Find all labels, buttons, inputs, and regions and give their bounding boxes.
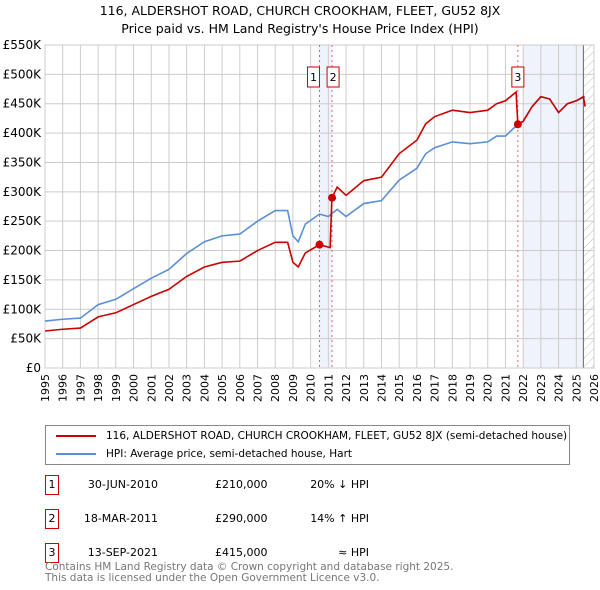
x-tick-label: 2005 bbox=[216, 374, 229, 402]
x-tick-label: 2010 bbox=[305, 374, 318, 402]
x-tick-label: 2013 bbox=[358, 374, 371, 402]
x-tick-label: 1998 bbox=[92, 374, 105, 402]
legend-hpi: HPI: Average price, semi-detached house,… bbox=[106, 448, 352, 460]
sale-point-3 bbox=[513, 120, 522, 129]
x-tick-label: 2026 bbox=[588, 374, 600, 402]
x-tick-label: 2009 bbox=[287, 374, 300, 402]
sale-label-box bbox=[511, 66, 525, 88]
x-tick-label: 1996 bbox=[57, 374, 70, 402]
hatch-future bbox=[583, 45, 594, 368]
price-chart: 1995 1996 1997 1998 1999 2000 2001 2002 2003 2004… bbox=[3, 38, 600, 402]
shade-sales-1-2 bbox=[319, 45, 333, 368]
hpi-line bbox=[44, 95, 586, 322]
footer: Contains HM Land Registry data © Crown c… bbox=[45, 562, 453, 584]
x-tick-label: 2017 bbox=[429, 374, 442, 402]
x-tick-label: 2011 bbox=[322, 374, 335, 402]
x-tick-label: 2025 bbox=[570, 374, 583, 402]
x-tick-label: 2016 bbox=[411, 374, 424, 402]
x-tick-label: 2018 bbox=[446, 374, 459, 402]
y-tick-label: £200K bbox=[3, 244, 43, 258]
sale-price: £290,000 bbox=[215, 512, 268, 525]
shade-recent bbox=[523, 45, 584, 368]
x-tick-label: 2024 bbox=[553, 374, 566, 402]
x-tick-label: 2008 bbox=[269, 374, 282, 402]
x-tick-label: 1995 bbox=[39, 374, 52, 402]
sale-price: £210,000 bbox=[215, 478, 268, 491]
x-tick-label: 2002 bbox=[163, 374, 176, 402]
chart-subtitle: Price paid vs. HM Land Registry's House … bbox=[121, 21, 479, 36]
sale-number: 3 bbox=[45, 543, 59, 563]
sale-hpi-diff: 14% ↑ HPI bbox=[310, 512, 369, 525]
sale-point-1 bbox=[315, 240, 324, 249]
sale-date: 18-MAR-2011 bbox=[83, 512, 158, 525]
legend-swatch-property bbox=[56, 435, 96, 437]
x-tick-label: 1999 bbox=[110, 374, 123, 402]
sale-number: 2 bbox=[45, 509, 59, 529]
x-tick-label: 2007 bbox=[252, 374, 265, 402]
footer-licence: This data is licensed under the Open Gov… bbox=[45, 572, 380, 584]
sale-hpi-diff: 20% ↓ HPI bbox=[310, 478, 369, 491]
chart-title: 116, ALDERSHOT ROAD, CHURCH CROOKHAM, FL… bbox=[99, 3, 501, 18]
x-tick-label: 2014 bbox=[375, 374, 388, 402]
x-tick-label: 2003 bbox=[181, 374, 194, 402]
x-tick-label: 2023 bbox=[535, 374, 548, 402]
sale-number: 1 bbox=[45, 475, 59, 495]
legend-property: 116, ALDERSHOT ROAD, CHURCH CROOKHAM, FL… bbox=[106, 430, 568, 442]
y-tick-label: £350K bbox=[3, 155, 43, 169]
sale-hpi-diff: ≈ HPI bbox=[338, 546, 369, 559]
property-price-line bbox=[44, 90, 586, 332]
y-tick-label: £300K bbox=[3, 185, 43, 199]
sale-label-2: 2 bbox=[330, 71, 337, 84]
x-tick-label: 2006 bbox=[234, 374, 247, 402]
y-tick-label: £450K bbox=[3, 97, 43, 111]
x-tick-label: 2020 bbox=[482, 374, 495, 402]
y-tick-label: £100K bbox=[3, 302, 43, 316]
y-tick-label: £150K bbox=[3, 273, 43, 287]
footer-copyright: Contains HM Land Registry data © Crown c… bbox=[45, 561, 454, 573]
sale-label-3: 3 bbox=[514, 71, 521, 84]
x-tick-label: 2000 bbox=[128, 374, 141, 402]
x-tick-label: 2021 bbox=[499, 374, 512, 402]
y-tick-label: £550K bbox=[3, 38, 43, 52]
y-tick-label: £500K bbox=[3, 67, 43, 81]
legend-swatch-hpi bbox=[56, 453, 96, 455]
y-tick-label: £250K bbox=[3, 214, 43, 228]
x-tick-label: 2015 bbox=[393, 374, 406, 402]
y-tick-label: £400K bbox=[3, 126, 43, 140]
sale-label-1: 1 bbox=[310, 71, 317, 84]
sale-price: £415,000 bbox=[215, 546, 268, 559]
sale-date: 13-SEP-2021 bbox=[87, 546, 158, 559]
legend: 116, ALDERSHOT ROAD, CHURCH CROOKHAM, FL… bbox=[45, 425, 570, 465]
x-tick-label: 2012 bbox=[340, 374, 353, 402]
x-tick-label: 2019 bbox=[464, 374, 477, 402]
sale-date: 30-JUN-2010 bbox=[87, 478, 158, 491]
sale-label-box bbox=[326, 66, 340, 88]
sale-label-box bbox=[307, 66, 320, 88]
sale-point-2 bbox=[328, 193, 337, 202]
y-tick-label: £50K bbox=[10, 332, 42, 346]
y-tick-label: £0 bbox=[26, 361, 41, 375]
x-tick-label: 1997 bbox=[74, 374, 87, 402]
x-tick-label: 2001 bbox=[145, 374, 158, 402]
x-tick-label: 2004 bbox=[198, 374, 211, 402]
x-tick-label: 2022 bbox=[517, 374, 530, 402]
